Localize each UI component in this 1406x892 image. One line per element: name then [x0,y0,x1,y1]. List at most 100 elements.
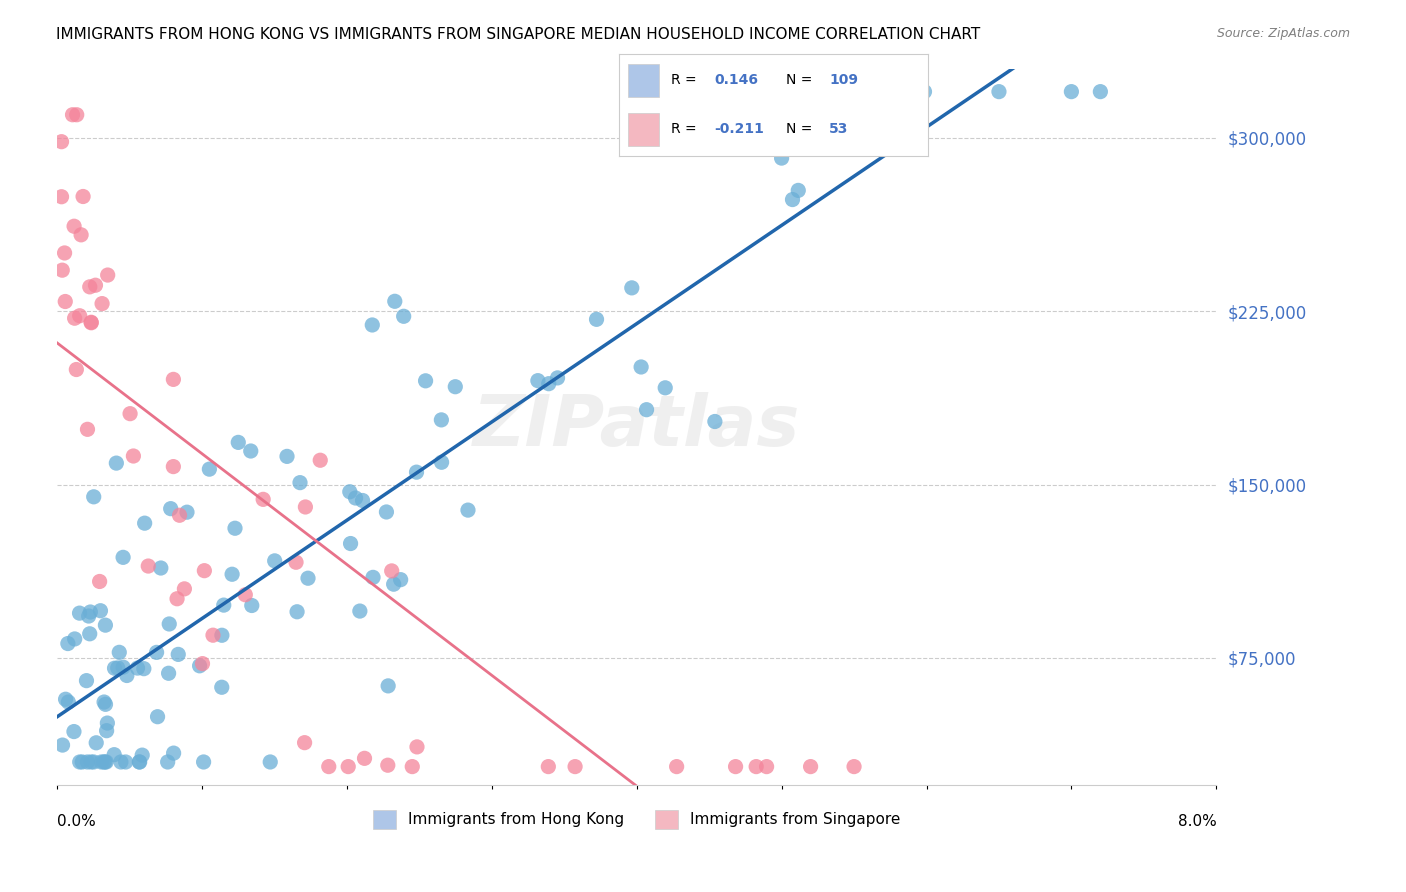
Point [122,449,145,463]
Point [63,724,86,739]
Point [755,759,778,773]
Point [361,570,384,584]
Point [211,628,233,642]
Point [63,632,86,646]
Point [93,755,115,769]
Point [108,645,131,659]
Point [84,736,107,750]
Point [782,193,804,207]
Point [430,413,453,427]
Point [233,588,256,602]
Point [115,668,138,682]
Text: Source: ZipAtlas.com: Source: ZipAtlas.com [1216,27,1350,40]
Point [188,658,211,673]
Point [131,748,153,763]
Point [167,648,190,662]
Point [738,87,761,101]
Point [201,628,224,642]
Point [297,571,319,585]
Point [430,455,453,469]
Point [285,555,308,569]
Point [79,280,101,294]
Point [84,278,107,293]
Point [162,746,184,760]
Text: R =: R = [671,72,702,87]
Point [1060,85,1083,99]
Point [80,755,103,769]
Point [745,759,768,773]
Point [94,755,117,769]
Point [89,604,111,618]
Point [294,500,316,514]
Point [193,755,215,769]
Point [156,755,179,769]
Point [79,627,101,641]
Point [389,573,412,587]
Point [69,309,91,323]
Point [53,246,76,260]
Point [166,591,188,606]
Point [128,755,150,769]
Point [83,755,105,769]
Point [173,582,195,596]
Point [79,605,101,619]
Point [813,128,835,142]
Point [630,359,652,374]
Point [105,456,128,470]
Point [93,695,115,709]
Point [162,372,184,386]
Point [83,490,105,504]
Point [134,516,156,531]
Point [56,636,79,650]
Point [69,606,91,620]
Point [72,189,94,203]
Point [107,661,129,675]
Point [76,755,98,769]
Point [159,501,181,516]
Point [211,680,233,694]
Point [63,311,86,326]
Point [97,268,120,282]
Text: 0.0%: 0.0% [58,814,96,829]
Bar [628,113,659,145]
Point [787,183,810,197]
Point [381,564,404,578]
Point [127,661,149,675]
Point [69,755,91,769]
Point [382,577,405,591]
Point [294,736,316,750]
Point [53,294,76,309]
Text: 53: 53 [830,122,848,136]
Point [401,759,423,773]
Point [191,657,214,671]
Point [198,462,221,476]
Point [564,759,586,773]
Point [162,459,184,474]
Point [77,609,100,624]
Point [259,755,281,769]
Point [457,503,479,517]
Point [55,692,77,706]
Point [349,604,371,618]
Text: N =: N = [786,122,817,136]
Text: 109: 109 [830,72,858,87]
Text: IMMIGRANTS FROM HONG KONG VS IMMIGRANTS FROM SINGAPORE MEDIAN HOUSEHOLD INCOME C: IMMIGRANTS FROM HONG KONG VS IMMIGRANTS … [56,27,980,42]
Point [620,281,643,295]
Point [377,758,399,772]
Point [65,362,87,376]
Point [537,376,560,391]
Point [375,505,398,519]
Point [66,108,89,122]
Point [63,219,86,234]
Point [96,723,118,738]
Point [444,380,467,394]
Point [288,475,311,490]
Point [353,751,375,765]
Point [96,716,118,731]
Point [309,453,332,467]
Point [76,673,98,688]
Point [146,709,169,723]
Point [636,402,658,417]
Point [176,505,198,519]
Point [112,550,135,565]
